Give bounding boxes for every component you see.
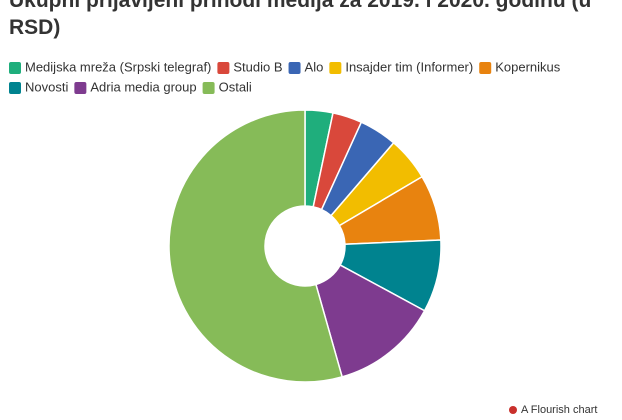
legend-swatch: [217, 62, 230, 74]
legend-item: Insajder tim (Informer): [329, 59, 473, 74]
pie-slice: [314, 264, 426, 378]
legend-swatch: [288, 62, 301, 74]
legend-item: Medijska mreža (Srpski telegraf): [9, 59, 211, 74]
legend-label: Adria media group: [90, 79, 196, 94]
credit-icon: [509, 406, 517, 414]
legend-swatch: [329, 62, 342, 74]
legend-swatch: [479, 62, 492, 74]
legend-item: Novosti: [9, 79, 68, 94]
legend-label: Ostali: [219, 79, 252, 94]
legend-item: Alo: [288, 59, 324, 74]
legend-label: Alo: [305, 59, 324, 74]
legend-item: Studio B: [217, 59, 283, 74]
chart-title: Ukupni prijavljeni prihodi medija za 201…: [9, 0, 592, 39]
legend-item: Ostali: [202, 79, 252, 94]
legend-label: Kopernikus: [495, 59, 561, 74]
legend-swatch: [74, 82, 87, 94]
legend-swatch: [202, 82, 215, 94]
legend-label: Novosti: [25, 79, 68, 94]
legend-label: Medijska mreža (Srpski telegraf): [25, 59, 211, 74]
legend-label: Insajder tim (Informer): [345, 59, 473, 74]
legend-swatch: [9, 82, 21, 94]
credit: A Flourish chart: [521, 404, 597, 416]
legend-item: Kopernikus: [479, 59, 561, 74]
legend-item: Adria media group: [74, 79, 197, 94]
pie-slice: [168, 109, 344, 383]
legend-label: Studio B: [233, 59, 282, 74]
legend-swatch: [9, 62, 21, 74]
